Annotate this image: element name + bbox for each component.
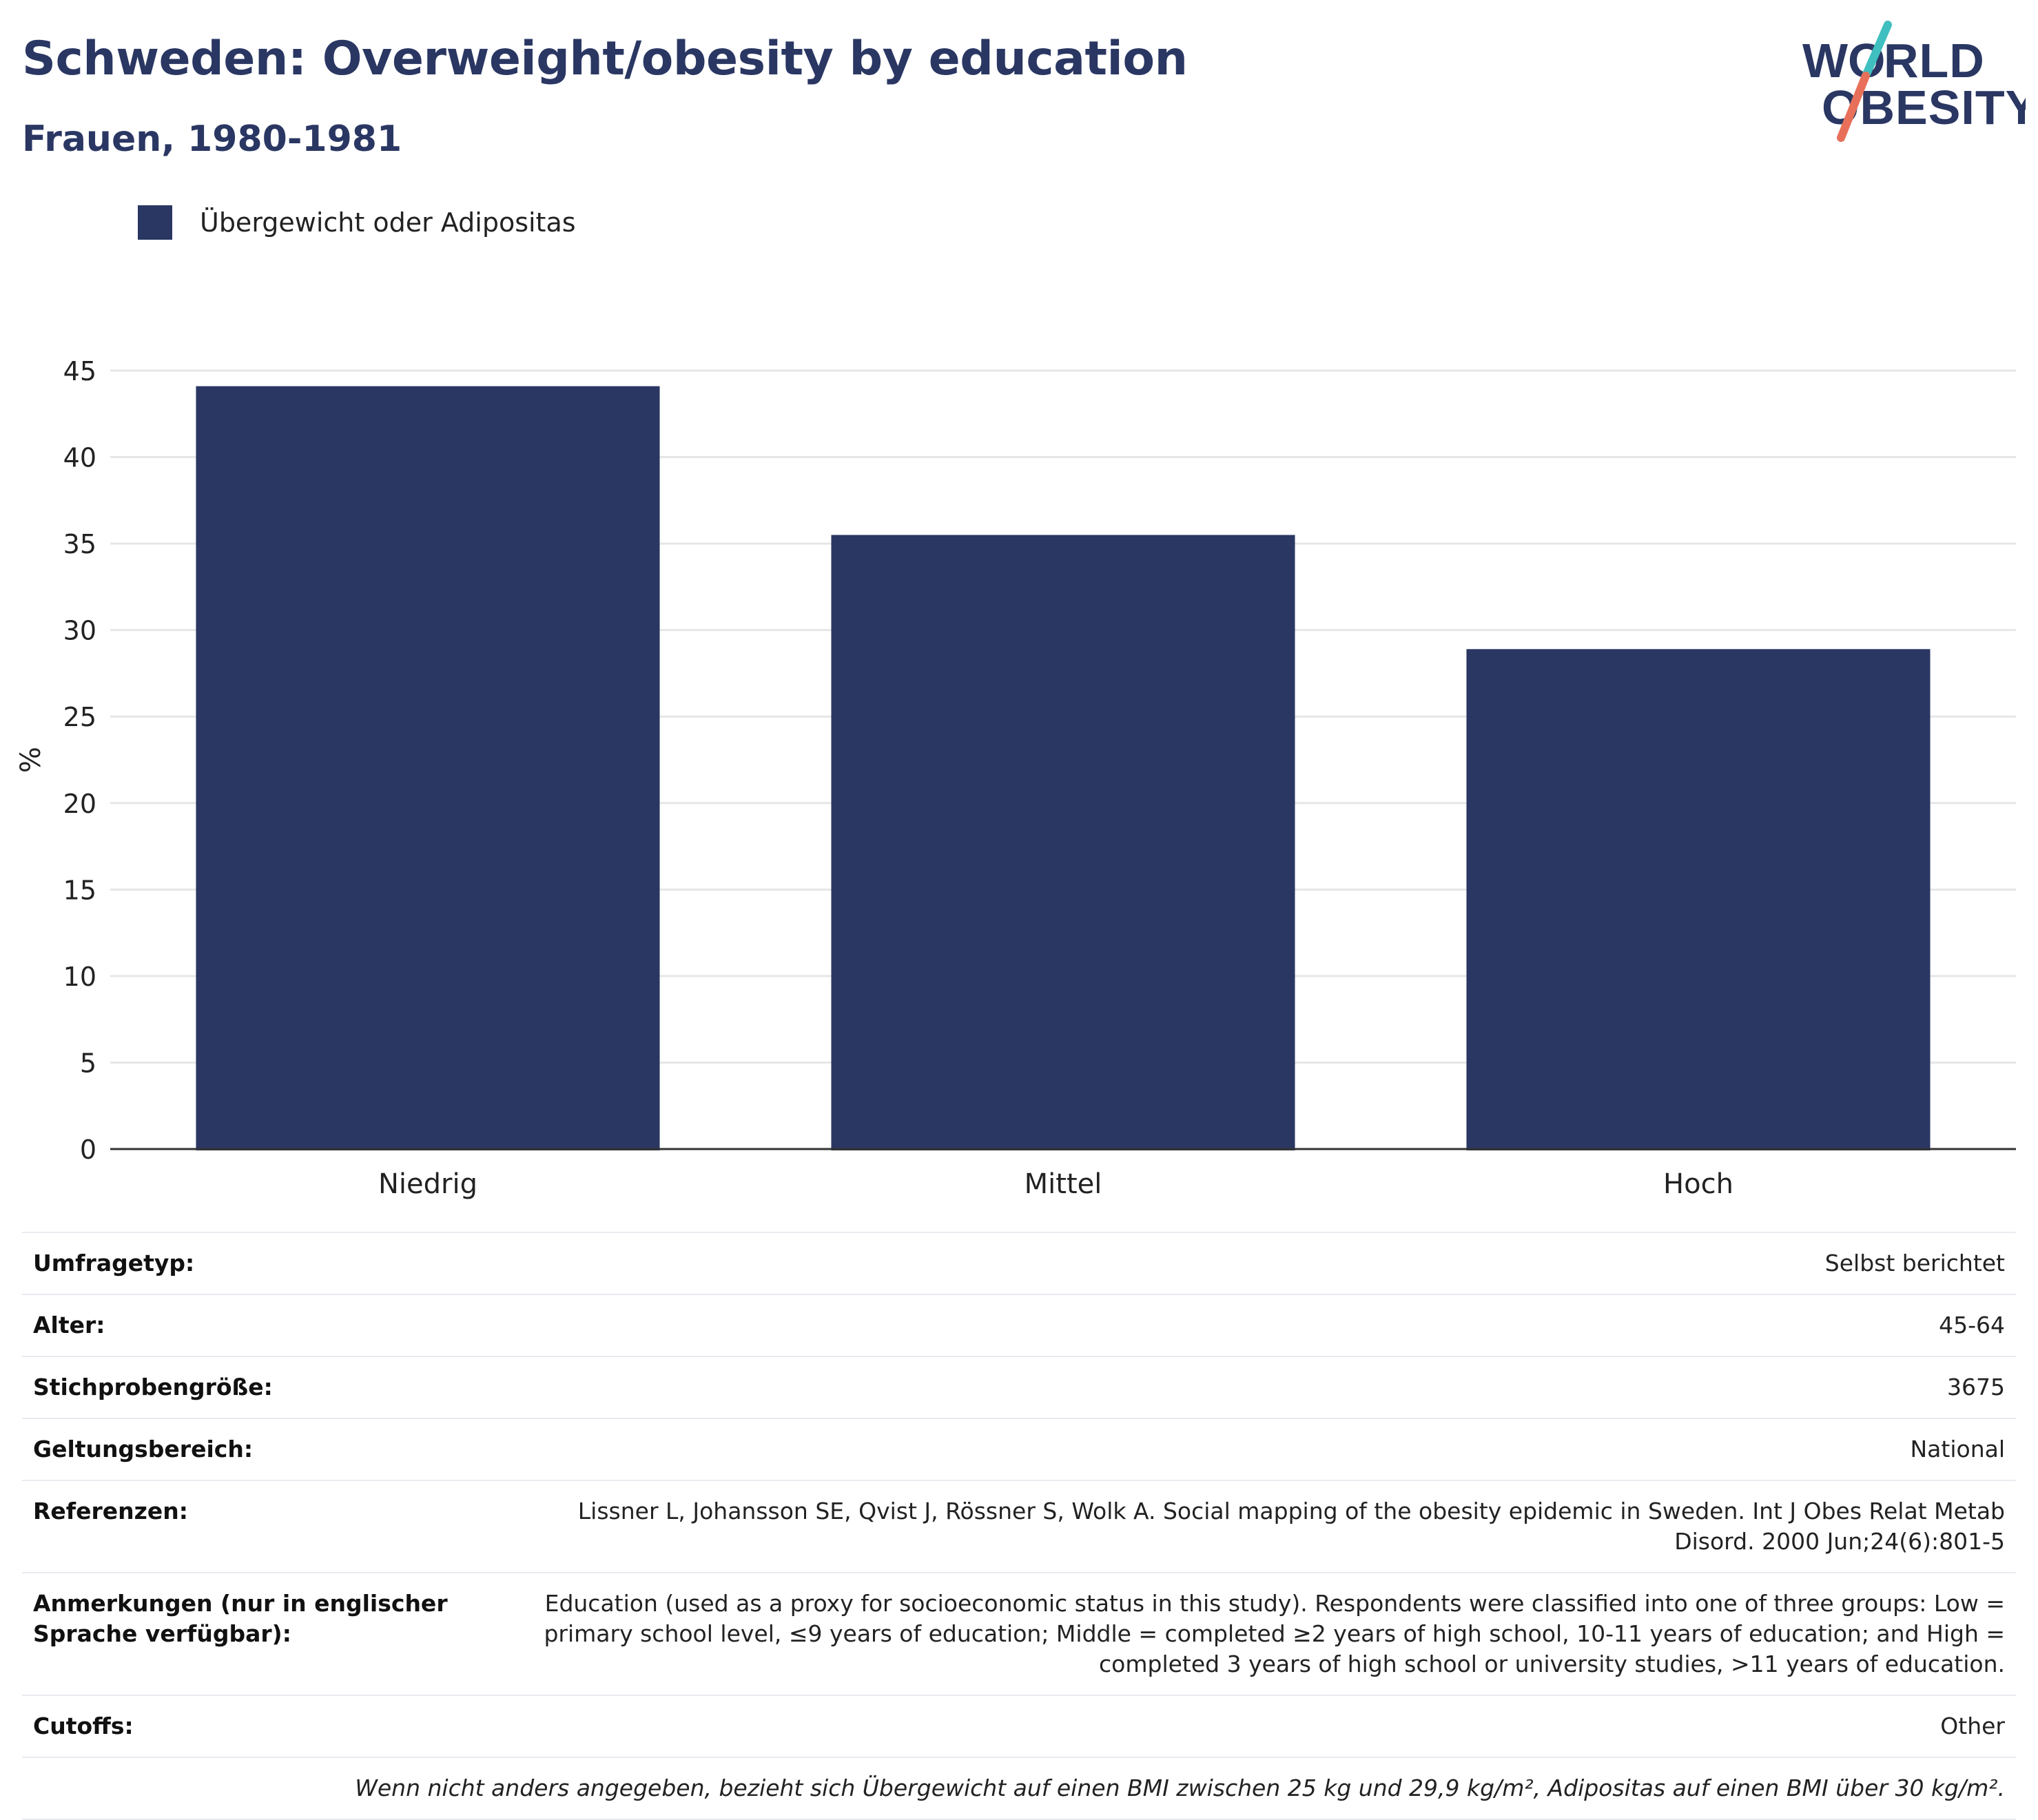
y-tick-label: 0: [80, 1135, 96, 1165]
y-tick-label: 30: [63, 616, 96, 646]
info-row-cutoffs: Cutoffs: Other: [22, 1696, 2016, 1758]
bar-niedrig[interactable]: [196, 386, 660, 1150]
world-obesity-logo: W O RLD OBESITY: [1802, 21, 2026, 142]
info-value: 3675: [1947, 1374, 2005, 1400]
info-table: Umfragetyp: Selbst berichtet Alter: 45-6…: [22, 1232, 2016, 1820]
y-tick-label: 25: [63, 702, 96, 732]
info-row-survey-type: Umfragetyp: Selbst berichtet: [22, 1233, 2016, 1295]
bars: [196, 386, 1931, 1150]
x-axis-ticks: Niedrig Mittel Hoch: [378, 1168, 1733, 1200]
chart-title: Schweden: Overweight/obesity by educatio…: [22, 32, 1188, 86]
info-label: Umfragetyp:: [33, 1250, 195, 1276]
legend-swatch: [138, 205, 172, 240]
svg-text:W: W: [1802, 34, 1849, 87]
bar-chart: 0 5 10 15 20 25 30 35 40 45 Niedrig Mittel Hoch %: [15, 356, 2016, 1200]
info-row-age: Alter: 45-64: [22, 1295, 2016, 1357]
info-label: Geltungsbereich:: [33, 1436, 254, 1462]
y-tick-label: 45: [63, 356, 96, 386]
y-tick-label: 40: [63, 443, 96, 473]
bar-hoch[interactable]: [1466, 649, 1931, 1150]
info-label: Cutoffs:: [33, 1713, 134, 1739]
info-row-sample-size: Stichprobengröße: 3675: [22, 1357, 2016, 1419]
info-label: Anmerkungen (nur in englischer Sprache v…: [33, 1590, 448, 1647]
y-axis-label: %: [15, 747, 47, 773]
info-value: 45-64: [1939, 1312, 2005, 1338]
info-value: Other: [1940, 1713, 2005, 1739]
info-label: Stichprobengröße:: [33, 1374, 273, 1400]
x-tick-label: Mittel: [1025, 1168, 1102, 1200]
info-row-notes: Anmerkungen (nur in englischer Sprache v…: [22, 1573, 2016, 1696]
info-value: Selbst berichtet: [1824, 1250, 2005, 1276]
footnote-text: Wenn nicht anders angegeben, bezieht sic…: [355, 1775, 2005, 1801]
info-value: Education (used as a proxy for socioecon…: [544, 1590, 2005, 1677]
y-tick-label: 20: [63, 789, 96, 819]
y-axis-ticks: 0 5 10 15 20 25 30 35 40 45: [63, 356, 96, 1165]
x-tick-label: Hoch: [1663, 1168, 1733, 1200]
svg-text:RLD: RLD: [1884, 34, 1985, 87]
info-row-coverage: Geltungsbereich: National: [22, 1419, 2016, 1481]
y-tick-label: 10: [63, 962, 96, 992]
footnote: Wenn nicht anders angegeben, bezieht sic…: [22, 1758, 2016, 1820]
y-tick-label: 5: [80, 1048, 96, 1078]
info-value: National: [1910, 1436, 2005, 1462]
chart-subtitle: Frauen, 1980-1981: [22, 118, 402, 160]
y-tick-label: 35: [63, 529, 96, 559]
info-label: Alter:: [33, 1312, 105, 1338]
info-label: Referenzen:: [33, 1498, 188, 1524]
legend-label: Übergewicht oder Adipositas: [200, 207, 576, 238]
info-row-references: Referenzen: Lissner L, Johansson SE, Qvi…: [22, 1481, 2016, 1573]
info-value: Lissner L, Johansson SE, Qvist J, Rössne…: [577, 1498, 2005, 1555]
y-tick-label: 15: [63, 875, 96, 905]
legend[interactable]: Übergewicht oder Adipositas: [138, 205, 576, 240]
bar-mittel[interactable]: [831, 535, 1295, 1150]
x-tick-label: Niedrig: [378, 1168, 477, 1200]
